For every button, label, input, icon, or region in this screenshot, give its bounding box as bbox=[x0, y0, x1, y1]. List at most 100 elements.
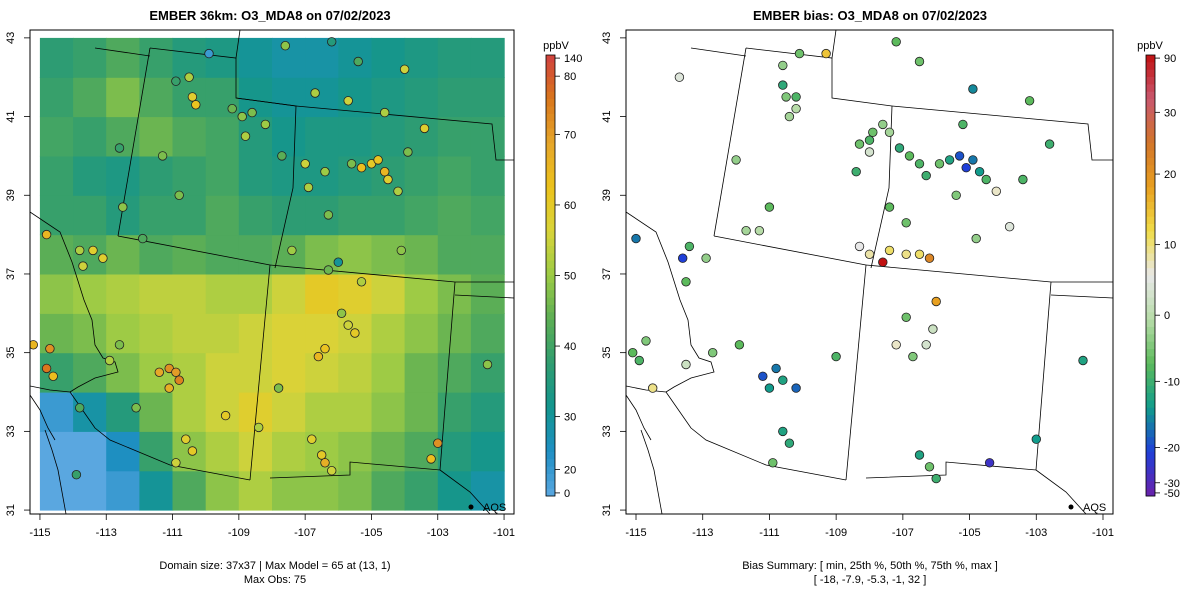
heatmap-cell bbox=[404, 431, 439, 472]
colorbar-tick-label: 90 bbox=[1164, 53, 1176, 65]
model-colorbar-unit: ppbV bbox=[543, 40, 569, 52]
heatmap-cell bbox=[338, 352, 373, 393]
colorbar-segment bbox=[1146, 202, 1155, 210]
bias-point bbox=[971, 233, 981, 244]
heatmap-cell bbox=[470, 155, 505, 196]
heatmap-cell bbox=[73, 431, 107, 472]
heatmap-cell bbox=[205, 352, 240, 393]
obs-point bbox=[333, 257, 344, 267]
obs-point bbox=[114, 340, 125, 350]
heatmap-cell bbox=[73, 77, 107, 118]
colorbar-segment bbox=[1146, 371, 1155, 379]
obs-point bbox=[273, 383, 284, 393]
colorbar-segment bbox=[1146, 150, 1155, 159]
model-x-axis: -115 -113 -111 -109 -107 -105 -103 -101 bbox=[29, 514, 515, 539]
bias-point bbox=[934, 159, 945, 169]
obs-point bbox=[343, 320, 353, 330]
obs-point bbox=[137, 233, 148, 244]
heatmap-cell bbox=[73, 352, 107, 393]
heatmap-cell bbox=[371, 470, 406, 511]
colorbar-tick-label: -10 bbox=[1164, 376, 1180, 388]
bias-point bbox=[641, 336, 651, 346]
heatmap-cell bbox=[338, 470, 373, 511]
bias-point bbox=[951, 190, 961, 201]
obs-point bbox=[181, 434, 191, 444]
obs-point bbox=[287, 245, 297, 256]
heatmap-cell bbox=[404, 313, 439, 354]
y-tick-label: 31 bbox=[5, 504, 17, 516]
heatmap-cell bbox=[437, 116, 472, 157]
colorbar-segment bbox=[546, 341, 555, 350]
ut-co-border bbox=[235, 97, 297, 269]
y-tick-label: 41 bbox=[601, 110, 613, 122]
bias-point bbox=[864, 249, 875, 260]
heatmap-cell bbox=[305, 234, 339, 275]
x-tick-label: -109 bbox=[825, 527, 847, 539]
heatmap-cell bbox=[470, 37, 505, 78]
az-ut-border bbox=[713, 235, 867, 266]
x-tick-label: -107 bbox=[892, 527, 914, 539]
bias-point bbox=[954, 151, 965, 161]
heatmap-cell bbox=[437, 392, 472, 432]
bias-obs-points bbox=[628, 37, 1088, 484]
colorbar-tick-label: 20 bbox=[564, 465, 576, 477]
obs-point bbox=[187, 92, 198, 102]
bias-point bbox=[764, 202, 775, 212]
colorbar-segment bbox=[546, 113, 555, 122]
colorbar-segment bbox=[546, 371, 555, 379]
obs-point bbox=[426, 454, 436, 464]
colorbar-segment bbox=[1146, 437, 1155, 445]
bias-panel-title: EMBER bias: O3_MDA8 on 07/02/2023 bbox=[753, 8, 987, 23]
bias-point bbox=[681, 359, 691, 370]
colorbar-segment bbox=[546, 304, 555, 313]
obs-point bbox=[98, 253, 108, 263]
heatmap-cell bbox=[106, 37, 140, 78]
bias-point bbox=[1078, 355, 1088, 366]
heatmap-cell bbox=[205, 392, 240, 432]
x-tick-label: -101 bbox=[493, 527, 515, 539]
colorbar-segment bbox=[546, 246, 555, 254]
obs-point bbox=[260, 119, 271, 130]
colorbar-segment bbox=[546, 216, 555, 225]
x-tick-label: -101 bbox=[1092, 527, 1114, 539]
baja-coast bbox=[44, 429, 67, 514]
colorbar-segment bbox=[546, 231, 555, 240]
bias-point bbox=[931, 296, 941, 307]
bias-point bbox=[891, 37, 901, 47]
colorbar-segment bbox=[546, 282, 555, 291]
colorbar-segment bbox=[546, 385, 555, 394]
obs-point bbox=[350, 328, 360, 338]
bias-point bbox=[821, 48, 831, 59]
heatmap-cell bbox=[338, 195, 373, 236]
heatmap-cell bbox=[371, 313, 406, 354]
heatmap-cell bbox=[172, 195, 207, 236]
colorbar-segment bbox=[1146, 55, 1155, 63]
y-tick-label: 43 bbox=[601, 32, 613, 44]
obs-point bbox=[240, 131, 251, 141]
obs-point bbox=[164, 383, 174, 393]
bias-point bbox=[868, 127, 878, 138]
colorbar-segment bbox=[1146, 84, 1155, 93]
colorbar-segment bbox=[546, 165, 555, 173]
bias-footer-line1: Bias Summary: [ min, 25th %, 50th %, 75t… bbox=[742, 560, 998, 572]
bias-point bbox=[884, 245, 895, 256]
bias-point bbox=[784, 111, 795, 122]
bias-y-axis: 43 41 39 37 35 33 31 bbox=[601, 32, 626, 516]
x-tick-label: -115 bbox=[625, 527, 646, 539]
colorbar-tick-label: -50 bbox=[1164, 488, 1180, 500]
colorbar-segment bbox=[546, 326, 555, 335]
bias-point bbox=[921, 170, 931, 181]
heatmap-cell bbox=[470, 195, 505, 236]
heatmap-cell bbox=[305, 77, 339, 118]
obs-point bbox=[131, 403, 141, 413]
heatmap-cell bbox=[39, 195, 74, 236]
bias-point bbox=[884, 127, 895, 138]
colorbar-tick-label: 0 bbox=[564, 488, 570, 500]
heatmap-cell bbox=[73, 274, 107, 314]
heatmap-cell bbox=[205, 274, 240, 314]
colorbar-segment bbox=[1146, 481, 1155, 490]
obs-point bbox=[88, 245, 98, 256]
colorbar-segment bbox=[546, 297, 555, 306]
model-panel: EMBER 36km: O3_MDA8 on 07/02/2023 -115 -1… bbox=[5, 8, 582, 586]
colorbar-segment bbox=[1146, 231, 1155, 240]
